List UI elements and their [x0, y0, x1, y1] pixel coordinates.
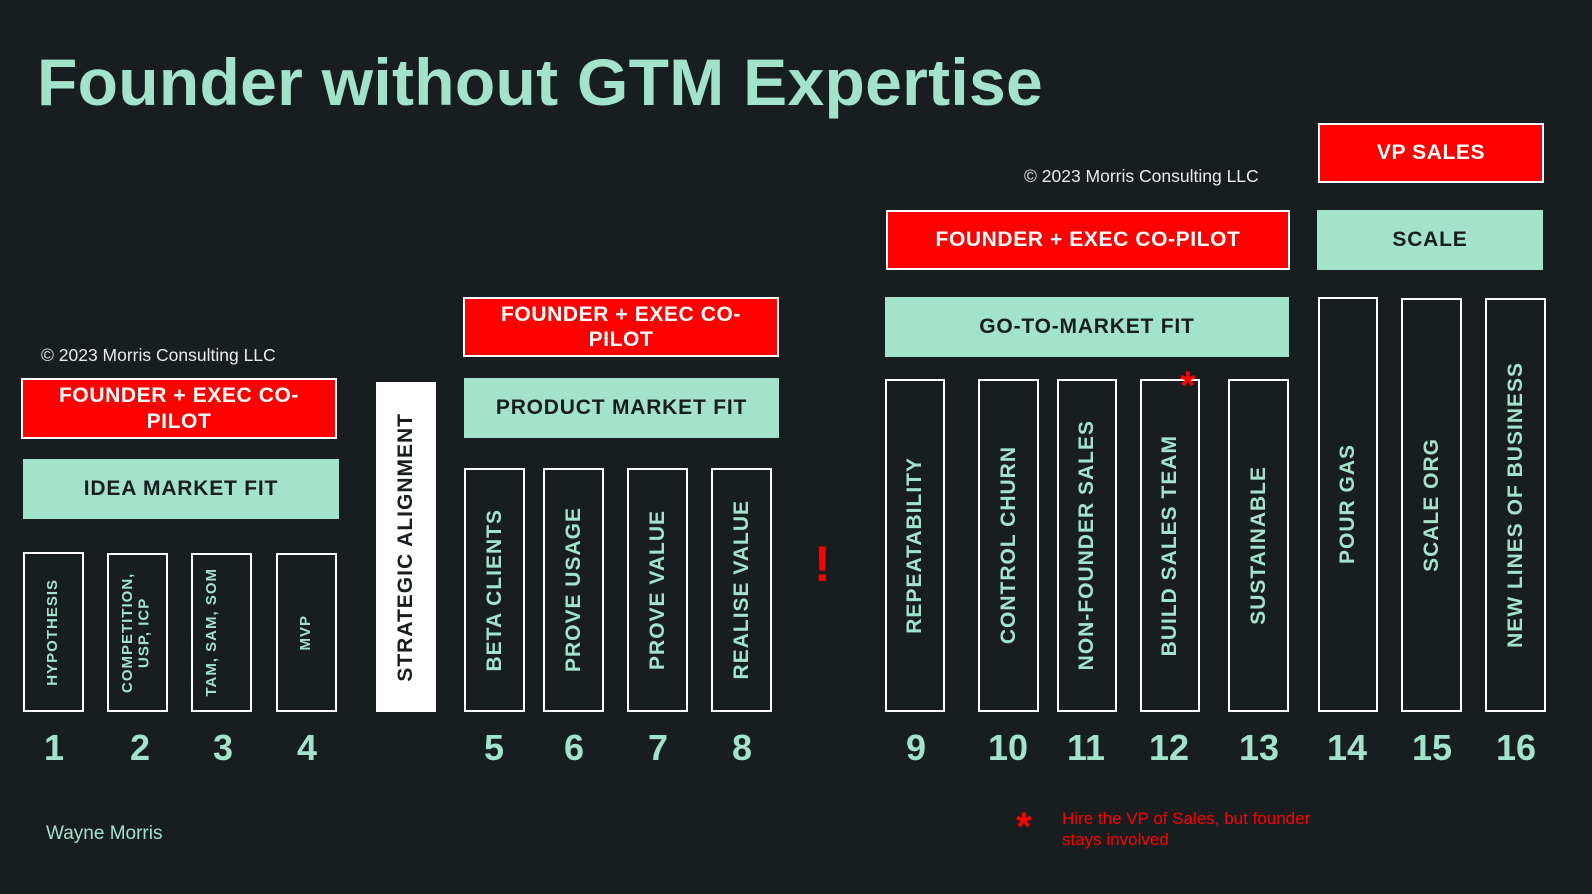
exclamation-mark: !: [814, 536, 831, 592]
step-label: CONTROL CHURN: [996, 446, 1020, 645]
step-label: REALISE VALUE: [729, 500, 753, 680]
go-to-market-fit-box: GO-TO-MARKET FIT: [885, 297, 1289, 357]
step-column-6: PROVE USAGE: [543, 468, 604, 712]
copilot-box-gtm: FOUNDER + EXEC CO-PILOT: [886, 210, 1290, 270]
step-number: 11: [1066, 727, 1106, 768]
step-number: 1: [43, 727, 65, 768]
step-label: NON-FOUNDER SALES: [1075, 420, 1098, 671]
step-label: MVP: [297, 614, 315, 651]
step-label: SUSTAINABLE: [1246, 466, 1270, 625]
footnote-text: Hire the VP of Sales, but founder stays …: [1062, 809, 1311, 850]
copyright-notice: © 2023 Morris Consulting LLC: [41, 345, 276, 365]
step-column-11: NON-FOUNDER SALES: [1057, 379, 1117, 712]
asterisk-marker: *: [1016, 805, 1032, 849]
step-label: TAM, SAM, SOM: [202, 568, 220, 697]
step-column-8: REALISE VALUE: [711, 468, 772, 712]
copilot-label: FOUNDER + EXEC CO-PILOT: [935, 228, 1241, 252]
fit-label: GO-TO-MARKET FIT: [979, 315, 1195, 338]
step-label: COMPETITION, USP, ICP: [118, 572, 153, 693]
copilot-label: FOUNDER + EXEC CO-PILOT: [58, 384, 300, 433]
scale-box: SCALE: [1317, 210, 1543, 270]
step-column-9: REPEATABILITY: [885, 379, 945, 712]
step-number: 14: [1326, 727, 1368, 768]
step-number: 16: [1495, 727, 1537, 768]
step-label: REPEATABILITY: [903, 457, 926, 634]
step-number: 4: [296, 727, 318, 768]
step-number: 7: [647, 727, 669, 768]
idea-market-fit-box: IDEA MARKET FIT: [23, 459, 339, 519]
step-number: 10: [987, 727, 1029, 768]
step-number: 3: [212, 727, 234, 768]
copilot-label: FOUNDER + EXEC CO-PILOT: [500, 302, 742, 351]
step-number: 6: [563, 727, 585, 768]
step-column-14: POUR GAS: [1318, 297, 1378, 712]
step-column-4: MVP: [276, 553, 337, 712]
step-label: PROVE USAGE: [561, 507, 585, 673]
strategic-alignment-label: STRATEGIC ALIGNMENT: [394, 412, 417, 682]
step-column-16: NEW LINES OF BUSINESS: [1485, 298, 1546, 712]
step-label: HYPOTHESIS: [44, 578, 62, 686]
step-label: NEW LINES OF BUSINESS: [1503, 362, 1527, 648]
step-label: SCALE ORG: [1419, 438, 1443, 572]
step-number: 2: [129, 727, 151, 768]
step-column-1: HYPOTHESIS: [23, 552, 84, 712]
author-name: Wayne Morris: [46, 823, 163, 844]
vp-sales-label: VP SALES: [1376, 141, 1486, 165]
step-number: 12: [1148, 727, 1190, 768]
step-label: BETA CLIENTS: [482, 508, 506, 672]
copyright-notice: © 2023 Morris Consulting LLC: [1024, 166, 1259, 186]
step-number: 8: [731, 727, 753, 768]
fit-label: SCALE: [1392, 228, 1468, 251]
asterisk-marker: *: [1180, 364, 1196, 408]
step-column-12: BUILD SALES TEAM: [1140, 379, 1200, 712]
step-column-7: PROVE VALUE: [627, 468, 688, 712]
step-label: POUR GAS: [1336, 444, 1359, 565]
copilot-box-product: FOUNDER + EXEC CO-PILOT: [463, 297, 779, 357]
fit-label: IDEA MARKET FIT: [83, 477, 279, 500]
product-market-fit-box: PRODUCT MARKET FIT: [464, 378, 779, 438]
step-column-15: SCALE ORG: [1401, 298, 1462, 712]
step-label: BUILD SALES TEAM: [1158, 434, 1181, 657]
step-column-13: SUSTAINABLE: [1228, 379, 1289, 712]
step-label: PROVE VALUE: [645, 510, 669, 670]
step-column-3: TAM, SAM, SOM: [191, 553, 252, 712]
strategic-alignment-column: STRATEGIC ALIGNMENT: [376, 382, 436, 712]
step-number: 13: [1238, 727, 1280, 768]
step-column-2: COMPETITION, USP, ICP: [107, 553, 168, 712]
copilot-box-idea: FOUNDER + EXEC CO-PILOT: [21, 378, 337, 439]
fit-label: PRODUCT MARKET FIT: [495, 396, 748, 419]
step-column-10: CONTROL CHURN: [978, 379, 1039, 712]
step-column-5: BETA CLIENTS: [464, 468, 525, 712]
step-number: 15: [1411, 727, 1453, 768]
step-number: 5: [483, 727, 505, 768]
page-title: Founder without GTM Expertise: [37, 45, 1044, 119]
vp-sales-box: VP SALES: [1318, 123, 1544, 183]
step-number: 9: [905, 727, 927, 768]
